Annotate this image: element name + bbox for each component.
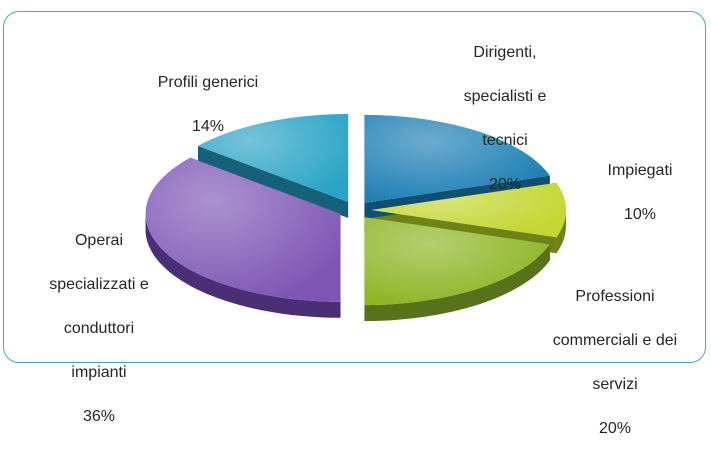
- label-professioni: Professioni commerciali e dei servizi 20…: [552, 288, 678, 437]
- label-impiegati: Impiegati 10%: [607, 162, 673, 223]
- slice-highlight-operai-specializzati-e-conduttori-impianti: [145, 157, 341, 302]
- slice-highlight-dirigenti-specialisti-e-tecnici: [364, 114, 550, 203]
- slice-side-professioni-commerciali-e-dei-servizi: [364, 244, 550, 322]
- label-dirigenti: Dirigenti, specialisti e tecnici 20%: [463, 44, 547, 193]
- slice-highlight-impiegati: [371, 182, 566, 238]
- chart-frame: [3, 11, 706, 363]
- slice-highlight-profili-generici: [197, 114, 349, 203]
- slice-side-impiegati: [556, 210, 566, 254]
- slice-cut-profili-generici: [197, 145, 349, 219]
- slice-side-operai-specializzati-e-conduttori-impianti: [145, 213, 341, 318]
- label-profili: Profili generici 14%: [157, 74, 259, 135]
- label-operai: Operai specializzati e conduttori impian…: [49, 232, 149, 425]
- pie-chart: [145, 114, 566, 322]
- slice-highlight-professioni-commerciali-e-dei-servizi: [364, 217, 550, 306]
